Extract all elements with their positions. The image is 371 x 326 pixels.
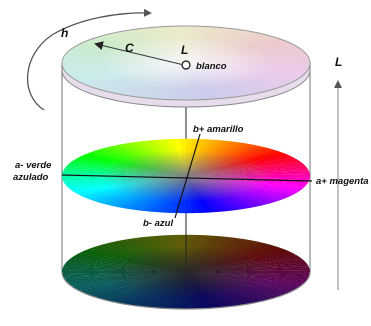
white-point-marker [181,60,191,70]
lightness-point-label: L [181,43,188,57]
a-minus-label-line1: a- verde [15,160,52,171]
chroma-label: C [125,41,134,55]
white-label: blanco [196,61,227,72]
bottom-disc [61,234,311,310]
middle-disc-center-fade [62,138,310,214]
a-plus-label: a+ magenta [316,176,369,187]
hue-rotation-arrow [26,8,152,111]
lightness-axis-label: L [335,55,342,69]
b-plus-label: b+ amarillo [193,124,244,135]
chroma-arrow [94,41,185,66]
bottom-disc-rim [61,271,311,310]
b-axis-line [174,133,201,219]
a-minus-label-line2: azulado [13,172,49,183]
top-disc-rim [61,25,311,101]
b-minus-label: b- azul [143,218,173,229]
hue-label: h [61,26,68,40]
cylinder-body [61,63,311,272]
middle-disc [62,138,310,214]
